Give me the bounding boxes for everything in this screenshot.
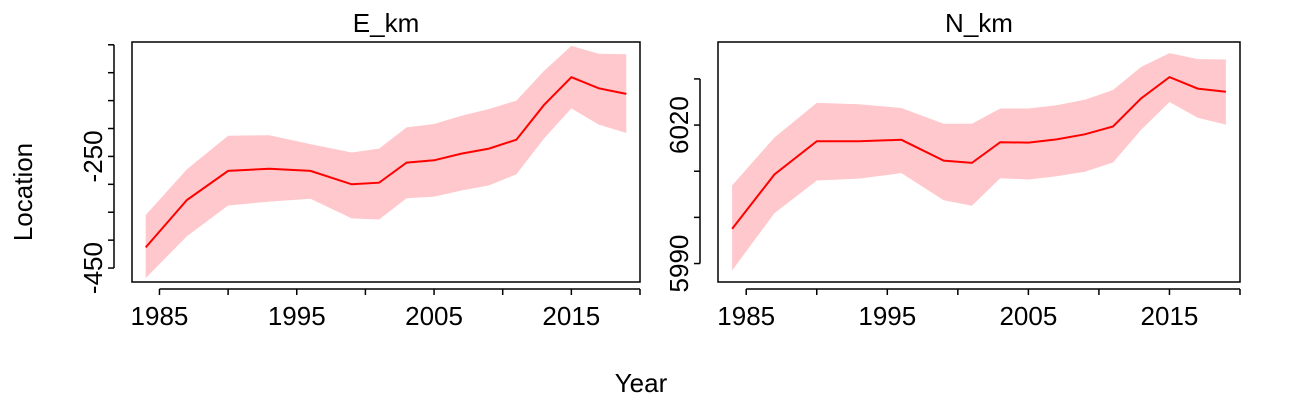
panel-e-km: E_km 1985 1995 2005 2015 -450 -250 xyxy=(78,8,641,331)
panel-title: N_km xyxy=(945,8,1013,38)
x-axis-title: Year xyxy=(615,368,668,398)
x-tick-label: 1995 xyxy=(858,301,916,331)
x-tick-label: 1995 xyxy=(268,301,326,331)
x-tick-label: 2005 xyxy=(999,301,1057,331)
x-tick-label: 1985 xyxy=(131,301,189,331)
x-tick-label: 2015 xyxy=(1141,301,1199,331)
confidence-band-series-0 xyxy=(732,53,1226,271)
y-tick-label: -450 xyxy=(78,242,108,294)
confidence-band-series-0 xyxy=(145,45,627,279)
x-tick-label: 2005 xyxy=(405,301,463,331)
panel-title: E_km xyxy=(353,8,419,38)
y-tick-label: 6020 xyxy=(664,96,694,154)
plot-frame xyxy=(717,41,1241,283)
x-tick-label: 1985 xyxy=(717,301,775,331)
x-tick-label: 2015 xyxy=(542,301,600,331)
series-line-0 xyxy=(144,76,627,249)
plot-frame xyxy=(131,41,641,283)
y-tick-label: 5990 xyxy=(664,235,694,293)
series-line-0 xyxy=(731,75,1227,230)
panel-n-km: N_km 1985 1995 2005 2015 5990 6020 xyxy=(664,8,1241,331)
y-tick-label: -250 xyxy=(78,130,108,182)
y-axis-title: Location xyxy=(8,143,38,241)
